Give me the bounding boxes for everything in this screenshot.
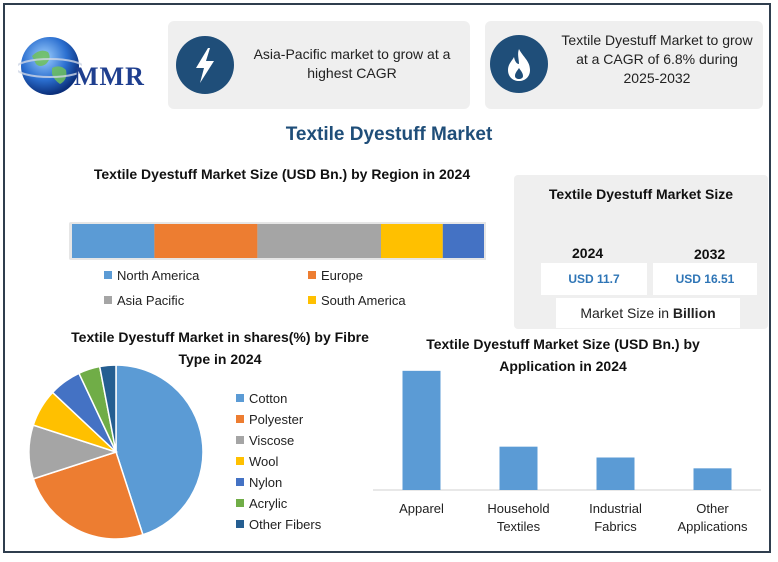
legend-swatch <box>236 478 244 486</box>
legend-swatch <box>236 499 244 507</box>
legend-swatch <box>236 436 244 444</box>
x-tick-line: Applications <box>677 519 748 534</box>
lightning-badge <box>176 36 234 94</box>
legend-label: Other Fibers <box>249 517 322 532</box>
value-2024: USD 11.7 <box>541 263 647 295</box>
x-tick-line: Industrial <box>589 501 642 516</box>
market-size-heading: Textile Dyestuff Market Size <box>548 186 734 202</box>
legend-label: Asia Pacific <box>117 293 185 308</box>
page-frame <box>3 3 771 553</box>
fibre-legend-nylon: Nylon <box>236 475 282 490</box>
x-tick-line: Other <box>696 501 729 516</box>
fibre-chart-title: Textile Dyestuff Market in shares(%) by … <box>71 329 369 367</box>
region-segment-europe <box>154 224 258 258</box>
region-legend-north-america: North America <box>104 268 199 283</box>
legend-label: Wool <box>249 454 279 469</box>
region-segment-asia-pacific <box>257 224 381 258</box>
x-tick-household-textiles: Household Textiles <box>474 500 564 536</box>
year-2032: 2032 <box>694 246 726 262</box>
legend-swatch <box>104 271 112 279</box>
cagr-region-text: Asia-Pacific market to grow at a highest… <box>253 46 451 81</box>
x-tick-other-applications: Other Applications <box>668 500 758 536</box>
fibre-legend-polyester: Polyester <box>236 412 303 427</box>
application-bar-chart <box>373 370 761 491</box>
logo-text: MMR <box>74 62 145 91</box>
fibre-legend-acrylic: Acrylic <box>236 496 287 511</box>
bar-apparel <box>402 370 441 490</box>
market-size-note-prefix: Market Size in <box>580 305 673 321</box>
region-legend-europe: Europe <box>308 268 363 283</box>
legend-swatch <box>104 296 112 304</box>
pie-slice-other-fibers <box>98 364 117 453</box>
legend-swatch <box>308 296 316 304</box>
legend-label: Nylon <box>249 475 283 490</box>
cagr-rate-card: Textile Dyestuff Market to grow at a CAG… <box>485 21 763 109</box>
pie-slice-cotton <box>115 364 204 536</box>
cagr-region-card: Asia-Pacific market to grow at a highest… <box>168 21 470 109</box>
legend-swatch <box>236 520 244 528</box>
lightning-icon <box>196 48 214 83</box>
x-tick-line: Fabrics <box>594 519 637 534</box>
x-tick-line: Household <box>487 501 550 516</box>
x-tick-apparel: Apparel <box>377 500 467 518</box>
flame-badge <box>490 35 548 93</box>
fibre-legend-cotton: Cotton <box>236 391 287 406</box>
value-2032: USD 16.51 <box>653 263 757 295</box>
legend-label: South America <box>321 293 406 308</box>
bar-other-applications <box>693 468 732 490</box>
legend-label: North America <box>117 268 200 283</box>
x-tick-industrial-fabrics: Industrial Fabrics <box>571 500 661 536</box>
bar-industrial-fabrics <box>596 457 635 490</box>
logo: MMR <box>16 30 166 102</box>
region-segment-mea <box>442 224 484 258</box>
globe-icon <box>18 37 82 95</box>
x-tick-line: Apparel <box>399 501 444 516</box>
region-stacked-bar-chart <box>69 222 486 260</box>
region-legend-south-america: South America <box>308 293 406 308</box>
bar-household-textiles <box>499 446 538 490</box>
region-chart-title: Textile Dyestuff Market Size (USD Bn.) b… <box>93 166 471 182</box>
fibre-legend-wool: Wool <box>236 454 278 469</box>
year-2024: 2024 <box>572 245 604 261</box>
fibre-legend-other-fibers: Other Fibers <box>236 517 321 532</box>
region-legend-asia-pacific: Asia Pacific <box>104 293 184 308</box>
legend-label: Acrylic <box>249 496 288 511</box>
cagr-rate-text: Textile Dyestuff Market to grow at a CAG… <box>561 32 753 86</box>
region-segment-north-america <box>72 224 155 258</box>
market-size-note: Market Size in Billion <box>556 298 740 328</box>
legend-swatch <box>236 415 244 423</box>
x-tick-line: Textiles <box>496 519 541 534</box>
legend-swatch <box>308 271 316 279</box>
legend-swatch <box>236 457 244 465</box>
fibre-legend-viscose: Viscose <box>236 433 294 448</box>
legend-label: Viscose <box>249 433 295 448</box>
market-size-note-unit: Billion <box>672 305 716 321</box>
legend-swatch <box>236 394 244 402</box>
fibre-pie-chart <box>28 364 204 540</box>
region-segment-south-america <box>381 224 443 258</box>
page-title: Textile Dyestuff Market <box>285 124 493 145</box>
application-chart-title: Textile Dyestuff Market Size (USD Bn.) b… <box>426 336 700 374</box>
legend-label: Polyester <box>249 412 304 427</box>
pie-slice-polyester <box>32 451 144 540</box>
flame-icon <box>508 49 530 81</box>
legend-label: Europe <box>321 268 363 283</box>
legend-label: Cotton <box>249 391 288 406</box>
